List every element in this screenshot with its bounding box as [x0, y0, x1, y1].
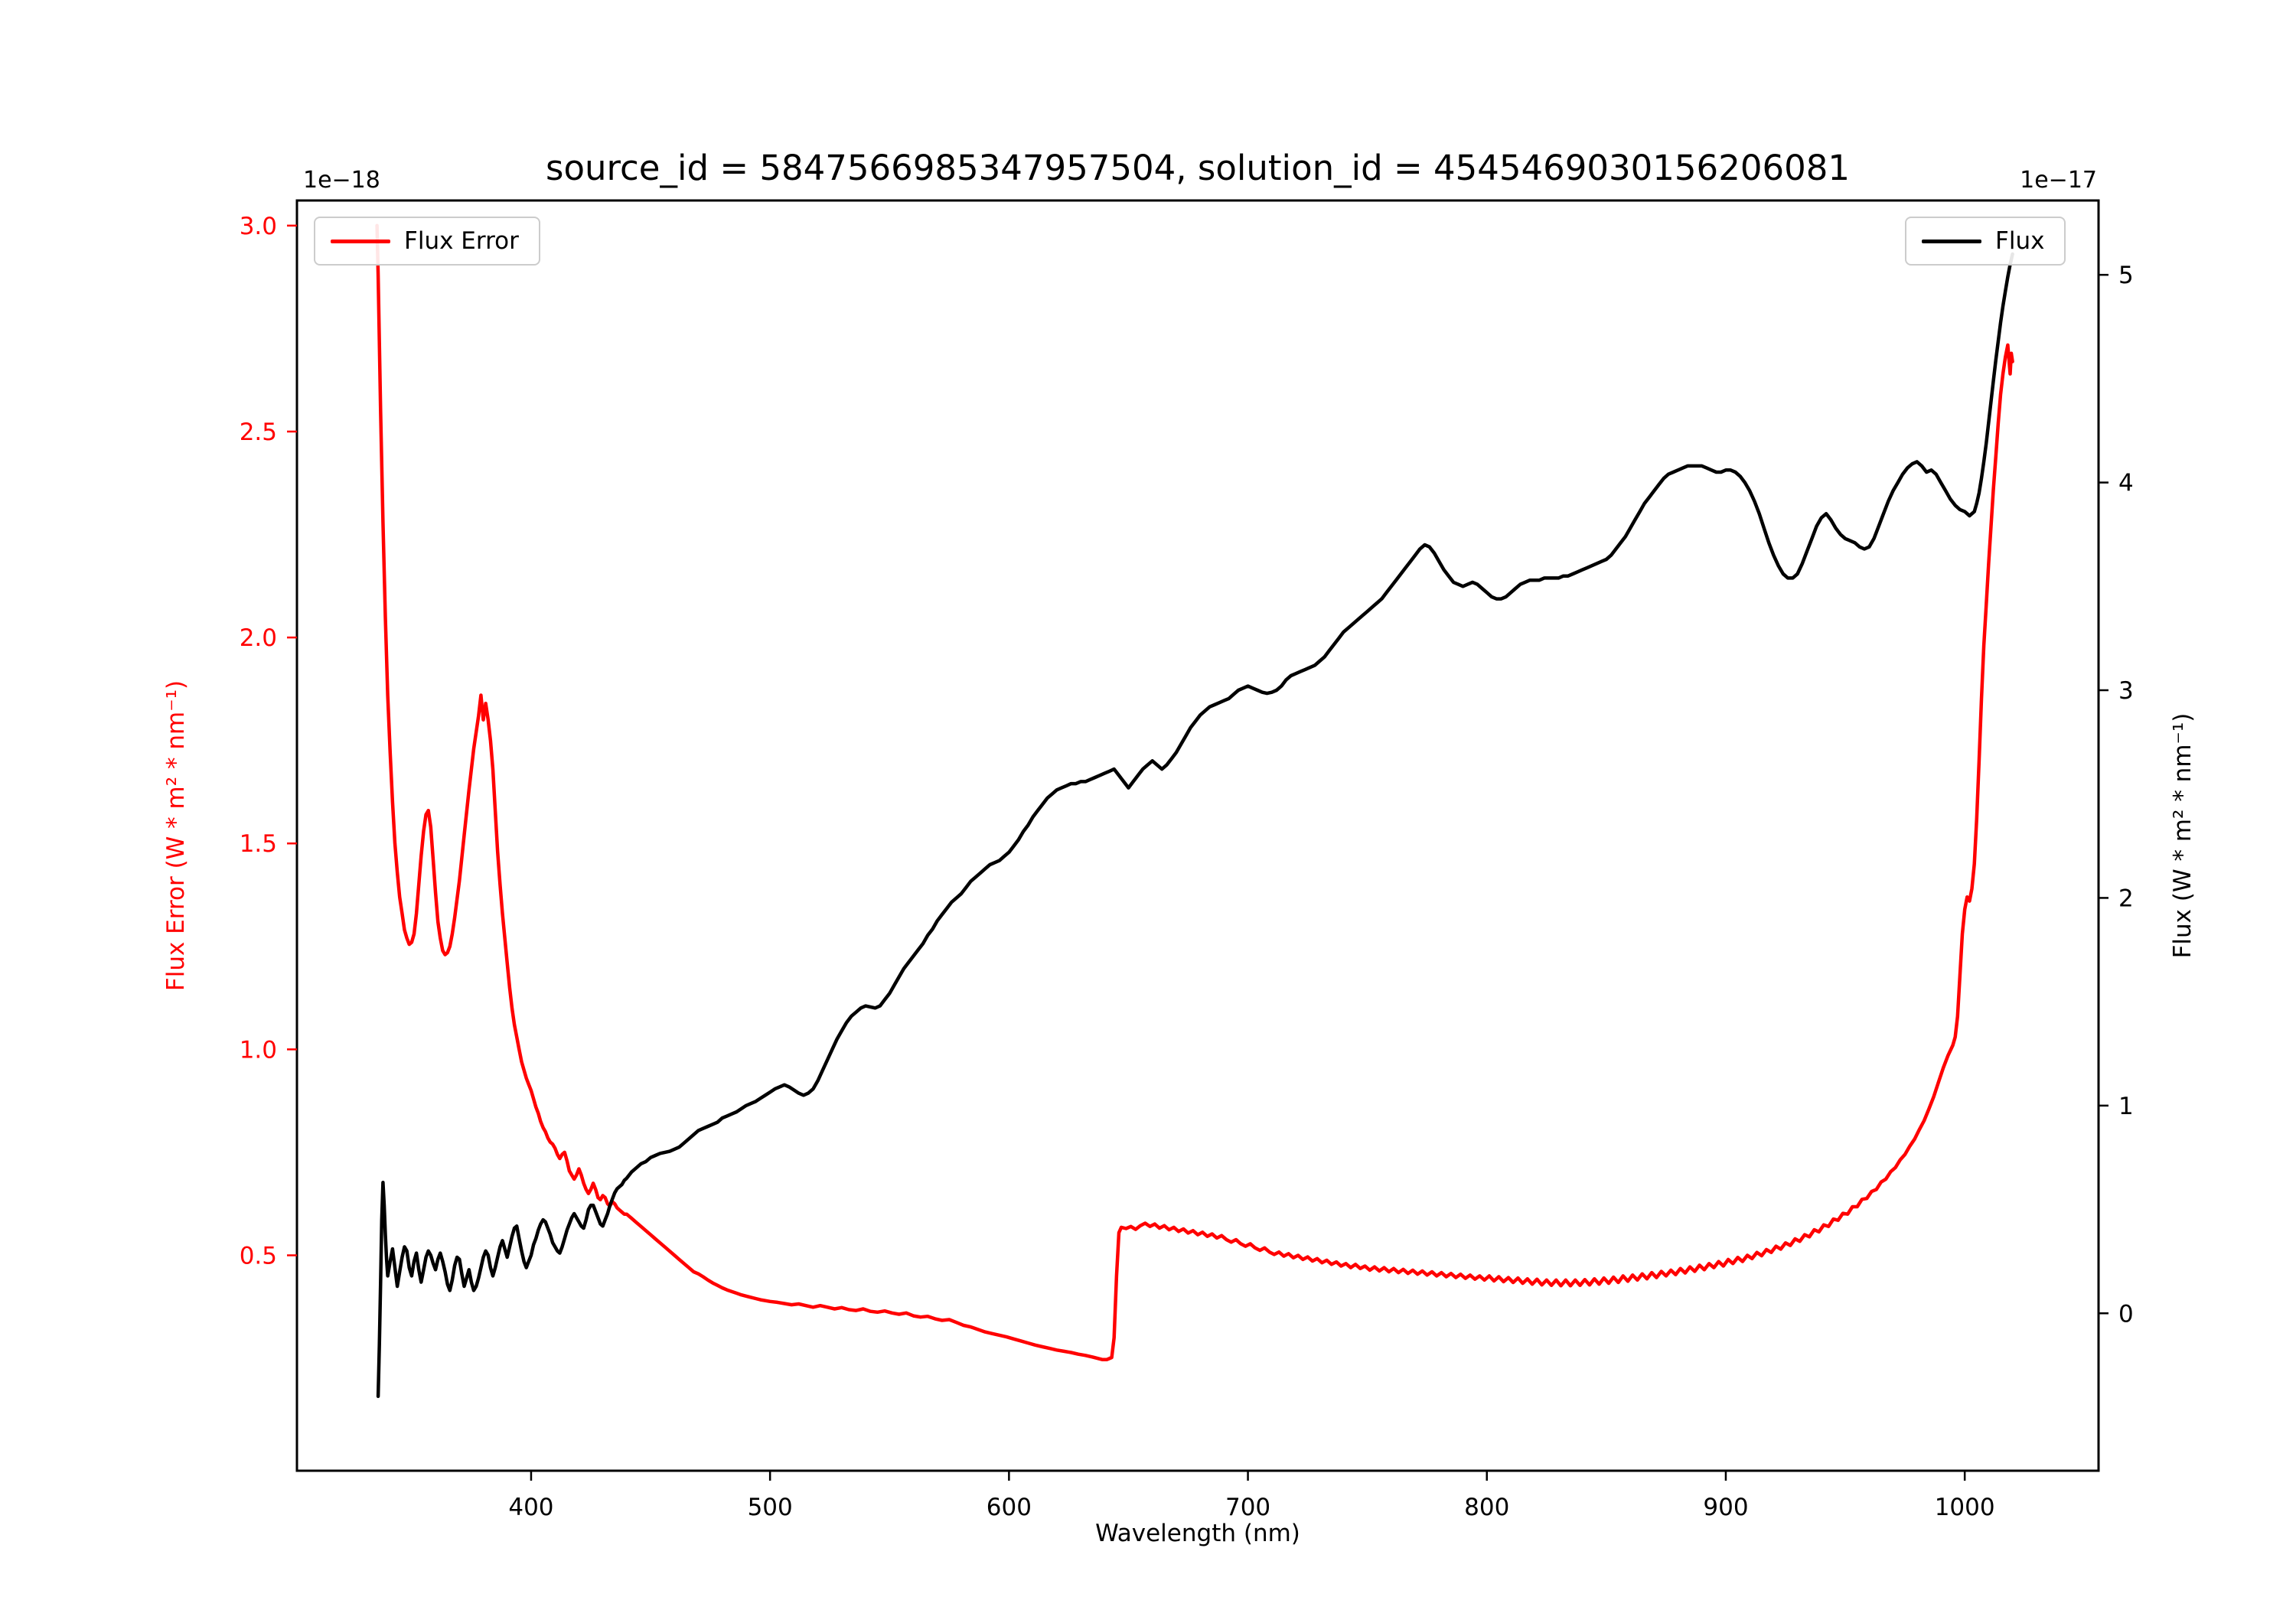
tick-label: 500	[748, 1494, 793, 1521]
legend-flux: Flux	[1905, 217, 2066, 266]
tick-label: 1.0	[240, 1036, 277, 1064]
flux-legend-line	[1922, 239, 1981, 243]
tick-label: 1.5	[240, 830, 277, 858]
chart-title: source_id = 5847566985347957504, solutio…	[546, 148, 1850, 188]
tick-label: 800	[1464, 1494, 1509, 1521]
tick-label: 400	[508, 1494, 553, 1521]
flux-error-legend-line	[331, 239, 390, 243]
tick-label: 2.0	[240, 624, 277, 652]
tick-label: 600	[987, 1494, 1032, 1521]
flux-error-line	[375, 223, 2014, 1361]
tick-label: 700	[1225, 1494, 1270, 1521]
tick-label: 1000	[1935, 1494, 1995, 1521]
y-axis-left-label: Flux Error (W * m² * nm⁻¹)	[162, 680, 190, 991]
tick-label: 2	[2118, 885, 2134, 912]
left-axis-offset: 1e−18	[303, 167, 380, 194]
y-axis-right-label: Flux (W * m² * nm⁻¹)	[2169, 713, 2197, 959]
flux-legend-label: Flux	[1995, 227, 2045, 255]
series-group	[375, 223, 2014, 1399]
plot-border	[295, 199, 2100, 1472]
x-axis-ticks: 400 500 600 700 800 900 1000	[508, 1471, 1995, 1521]
y-axis-left-ticks: 0.5 1.0 1.5 2.0 2.5 3.0	[240, 213, 297, 1269]
tick-label: 0	[2118, 1300, 2134, 1328]
x-axis-label: Wavelength (nm)	[1095, 1520, 1300, 1547]
tick-label: 0.5	[240, 1242, 277, 1269]
tick-label: 3.0	[240, 213, 277, 240]
flux-error-legend-label: Flux Error	[404, 227, 519, 255]
y-axis-right-ticks: 0 1 2 3 4 5	[2099, 262, 2134, 1328]
tick-label: 3	[2118, 677, 2134, 705]
right-axis-offset: 1e−17	[2020, 167, 2097, 194]
tick-label: 1	[2118, 1093, 2134, 1120]
legend-flux-error: Flux Error	[314, 217, 540, 266]
flux-line	[376, 252, 2014, 1399]
tick-label: 5	[2118, 262, 2134, 289]
tick-label: 4	[2118, 470, 2134, 497]
tick-label: 900	[1703, 1494, 1748, 1521]
tick-label: 2.5	[240, 419, 277, 446]
